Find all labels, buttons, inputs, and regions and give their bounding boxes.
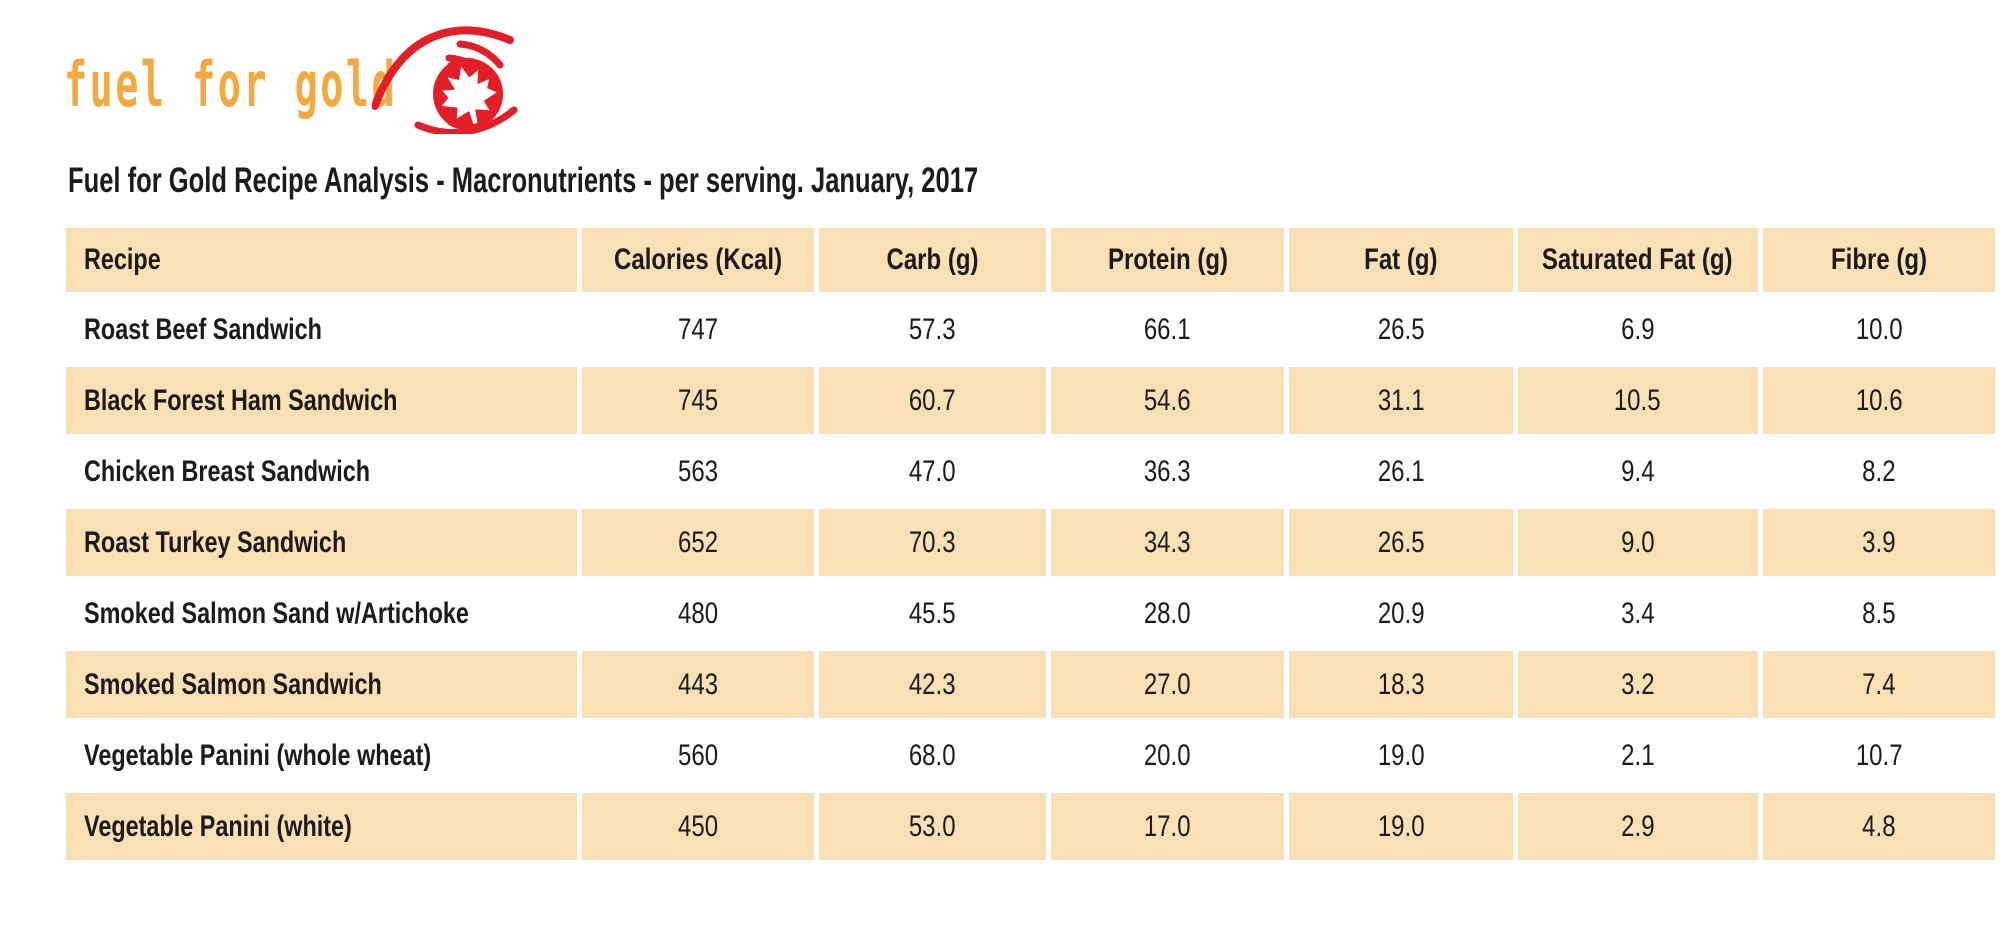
calories-cell: 450 xyxy=(582,793,814,860)
carb-cell: 68.0 xyxy=(818,722,1047,789)
fat-cell: 26.5 xyxy=(1288,296,1513,363)
protein-cell: 27.0 xyxy=(1051,651,1284,718)
saturated-fat-cell: 9.4 xyxy=(1517,438,1758,505)
calories-cell: 560 xyxy=(582,722,814,789)
page-title: Fuel for Gold Recipe Analysis - Macronut… xyxy=(68,161,979,200)
fibre-cell: 10.0 xyxy=(1762,296,1995,363)
fibre-cell: 3.9 xyxy=(1762,509,1995,576)
calories-cell: 747 xyxy=(582,296,814,363)
fibre-cell: 10.7 xyxy=(1762,722,1995,789)
calories-cell: 443 xyxy=(582,651,814,718)
calories-cell: 480 xyxy=(582,580,814,647)
recipe-cell: Vegetable Panini (white) xyxy=(66,793,578,860)
fibre-cell: 4.8 xyxy=(1762,793,1995,860)
recipe-cell: Roast Turkey Sandwich xyxy=(66,509,578,576)
saturated-fat-cell: 9.0 xyxy=(1517,509,1758,576)
saturated-fat-cell: 3.4 xyxy=(1517,580,1758,647)
fat-cell: 18.3 xyxy=(1288,651,1513,718)
carb-cell: 57.3 xyxy=(818,296,1047,363)
carb-cell: 45.5 xyxy=(818,580,1047,647)
saturated-fat-cell: 10.5 xyxy=(1517,367,1758,434)
recipe-cell: Chicken Breast Sandwich xyxy=(66,438,578,505)
table-row: Roast Beef Sandwich 747 57.3 66.1 26.5 6… xyxy=(66,296,1995,363)
protein-cell: 17.0 xyxy=(1051,793,1284,860)
fat-cell: 26.1 xyxy=(1288,438,1513,505)
protein-cell: 20.0 xyxy=(1051,722,1284,789)
column-header-saturated-fat: Saturated Fat (g) xyxy=(1517,228,1758,292)
table-row: Smoked Salmon Sand w/Artichoke 480 45.5 … xyxy=(66,580,1995,647)
recipe-cell: Smoked Salmon Sandwich xyxy=(66,651,578,718)
table-row: Chicken Breast Sandwich 563 47.0 36.3 26… xyxy=(66,438,1995,505)
table-row: Smoked Salmon Sandwich 443 42.3 27.0 18.… xyxy=(66,651,1995,718)
saturated-fat-cell: 2.9 xyxy=(1517,793,1758,860)
carb-cell: 70.3 xyxy=(818,509,1047,576)
logo-wordmark: fuel for gold xyxy=(64,48,398,121)
recipe-cell: Black Forest Ham Sandwich xyxy=(66,367,578,434)
fibre-cell: 10.6 xyxy=(1762,367,1995,434)
fibre-cell: 8.5 xyxy=(1762,580,1995,647)
recipe-cell: Roast Beef Sandwich xyxy=(66,296,578,363)
carb-cell: 42.3 xyxy=(818,651,1047,718)
recipe-cell: Smoked Salmon Sand w/Artichoke xyxy=(66,580,578,647)
table-row: Black Forest Ham Sandwich 745 60.7 54.6 … xyxy=(66,367,1995,434)
column-header-calories: Calories (Kcal) xyxy=(582,228,814,292)
saturated-fat-cell: 3.2 xyxy=(1517,651,1758,718)
table-row: Vegetable Panini (whole wheat) 560 68.0 … xyxy=(66,722,1995,789)
protein-cell: 66.1 xyxy=(1051,296,1284,363)
carb-cell: 60.7 xyxy=(818,367,1047,434)
calories-cell: 652 xyxy=(582,509,814,576)
fat-cell: 20.9 xyxy=(1288,580,1513,647)
table-row: Vegetable Panini (white) 450 53.0 17.0 1… xyxy=(66,793,1995,860)
macronutrients-table: Recipe Calories (Kcal) Carb (g) Protein … xyxy=(61,224,2000,864)
column-header-carb: Carb (g) xyxy=(818,228,1047,292)
table-row: Roast Turkey Sandwich 652 70.3 34.3 26.5… xyxy=(66,509,1995,576)
saturated-fat-cell: 2.1 xyxy=(1517,722,1758,789)
recipe-cell: Vegetable Panini (whole wheat) xyxy=(66,722,578,789)
fat-cell: 19.0 xyxy=(1288,722,1513,789)
fat-cell: 31.1 xyxy=(1288,367,1513,434)
saturated-fat-cell: 6.9 xyxy=(1517,296,1758,363)
fat-cell: 26.5 xyxy=(1288,509,1513,576)
protein-cell: 28.0 xyxy=(1051,580,1284,647)
calories-cell: 745 xyxy=(582,367,814,434)
fat-cell: 19.0 xyxy=(1288,793,1513,860)
protein-cell: 54.6 xyxy=(1051,367,1284,434)
column-header-fibre: Fibre (g) xyxy=(1762,228,1995,292)
table-header-row: Recipe Calories (Kcal) Carb (g) Protein … xyxy=(66,228,1995,292)
column-header-fat: Fat (g) xyxy=(1288,228,1513,292)
carb-cell: 53.0 xyxy=(818,793,1047,860)
carb-cell: 47.0 xyxy=(818,438,1047,505)
maple-leaf-comet-icon xyxy=(371,8,524,139)
fibre-cell: 7.4 xyxy=(1762,651,1995,718)
protein-cell: 34.3 xyxy=(1051,509,1284,576)
column-header-recipe: Recipe xyxy=(66,228,578,292)
protein-cell: 36.3 xyxy=(1051,438,1284,505)
column-header-protein: Protein (g) xyxy=(1051,228,1284,292)
calories-cell: 563 xyxy=(582,438,814,505)
fibre-cell: 8.2 xyxy=(1762,438,1995,505)
